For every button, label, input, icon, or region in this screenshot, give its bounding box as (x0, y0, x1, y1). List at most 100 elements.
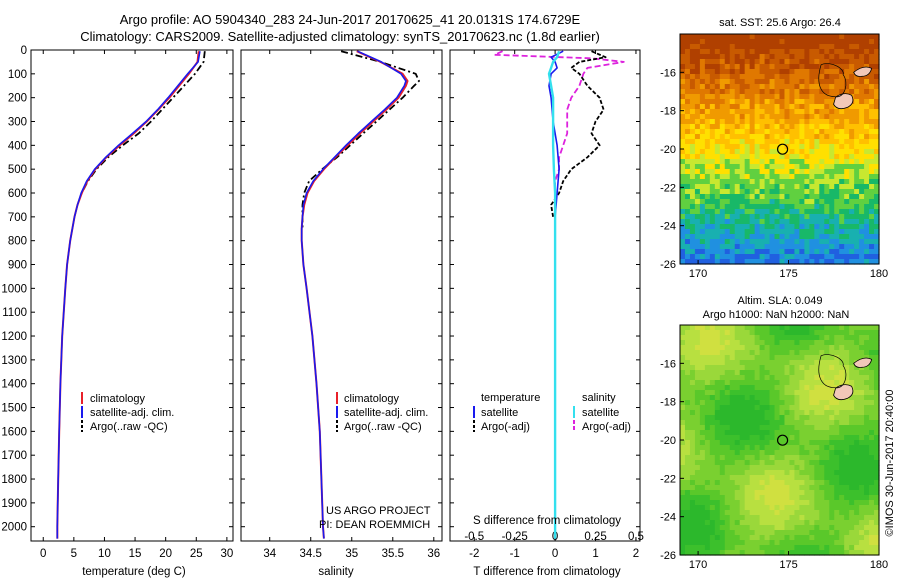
map-cell (834, 525, 840, 531)
map-cell (789, 380, 796, 386)
map-cell (734, 410, 741, 416)
map-cell (739, 325, 746, 331)
map-cell (689, 325, 696, 331)
map-cell (794, 219, 800, 225)
map-cell (704, 525, 711, 531)
map-cell (744, 49, 751, 55)
map-cell (829, 495, 835, 501)
x-tick-label: 30 (220, 548, 233, 560)
map-cell (789, 74, 796, 80)
map-cell (854, 259, 860, 265)
map-cell (769, 545, 776, 551)
map-cell (759, 550, 766, 556)
map-cell (824, 244, 830, 250)
map-cell (789, 194, 796, 200)
map-cell (799, 405, 805, 411)
map-cell (704, 189, 711, 195)
map-cell (799, 440, 805, 446)
map-cell (759, 525, 766, 531)
map-cell (734, 224, 741, 230)
map-cell (694, 335, 701, 341)
map-cell (784, 94, 791, 100)
map-cell (734, 495, 741, 501)
map-cell (709, 510, 716, 516)
map-cell (779, 445, 786, 451)
map-cell (859, 490, 865, 496)
map-cell (749, 54, 756, 60)
map-cell (809, 69, 815, 75)
map-cell (859, 440, 865, 446)
map-cell (714, 520, 721, 526)
map-cell (844, 204, 850, 210)
map-cell (854, 430, 860, 436)
map-cell (779, 139, 786, 145)
map-cell (719, 39, 726, 45)
map-cell (719, 69, 726, 75)
map-cell (849, 69, 855, 75)
map-cell (789, 139, 796, 145)
map-cell (769, 405, 776, 411)
map-cell (759, 79, 766, 85)
map-cell (680, 520, 686, 526)
map-cell (739, 54, 746, 60)
map-cell (734, 244, 741, 250)
map-cell (709, 164, 716, 170)
map-cell (689, 375, 696, 381)
map-cell (824, 174, 830, 180)
map-cell (769, 395, 776, 401)
map-cell (709, 134, 716, 140)
map-cell (684, 39, 691, 45)
map-cell (789, 34, 796, 40)
map-cell (799, 400, 805, 406)
legend-satellite-label: satellite-adj. clim. (90, 407, 174, 419)
map-cell (849, 74, 855, 80)
map-cell (734, 104, 741, 110)
map-cell (729, 345, 736, 351)
map-cell (744, 119, 751, 125)
map-cell (854, 84, 860, 90)
map-cell (779, 515, 786, 521)
map-cell (824, 525, 830, 531)
map-cell (764, 375, 771, 381)
map-cell (844, 370, 850, 376)
map-cell (759, 104, 766, 110)
map-cell (789, 490, 796, 496)
map-cell (859, 385, 865, 391)
map-cell (734, 54, 741, 60)
map-cell (680, 94, 686, 100)
map-cell (814, 79, 820, 85)
map-cell (744, 475, 751, 481)
legend-climatology-label: climatology (90, 393, 146, 405)
map-cell (824, 119, 830, 125)
map-cell (749, 199, 756, 205)
map-cell (799, 465, 805, 471)
map-cell (759, 224, 766, 230)
map-cell (814, 540, 820, 546)
map-cell (834, 144, 840, 150)
map-cell (734, 109, 741, 115)
map-cell (854, 500, 860, 506)
map-cell (819, 325, 825, 331)
map-cell (754, 129, 761, 135)
map-cell (734, 89, 741, 95)
map-cell (759, 420, 766, 426)
map-cell (874, 395, 880, 401)
map-cell (794, 420, 800, 426)
map-cell (689, 249, 696, 255)
map-cell (704, 169, 711, 175)
map-cell (699, 470, 706, 476)
map-cell (794, 49, 800, 55)
map-cell (699, 345, 706, 351)
map-cell (859, 144, 865, 150)
map-cell (749, 540, 756, 546)
map-cell (839, 34, 845, 40)
map-cell (874, 194, 880, 200)
map-cell (834, 49, 840, 55)
map-cell (779, 149, 786, 155)
map-cell (839, 540, 845, 546)
map-cell (774, 39, 781, 45)
map-cell (704, 44, 711, 50)
map-cell (680, 214, 686, 220)
map-cell (829, 345, 835, 351)
map-cell (729, 119, 736, 125)
